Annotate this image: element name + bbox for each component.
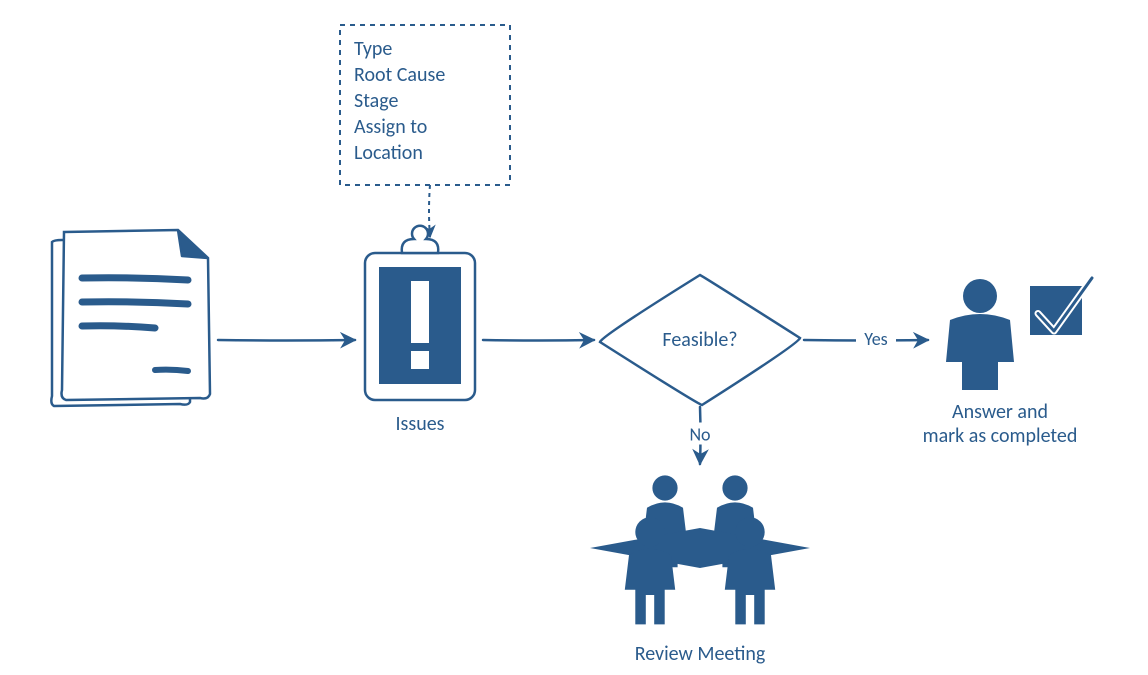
checkmark-icon [1030, 278, 1092, 335]
decision-label: Feasible? [662, 328, 737, 352]
review-meeting-icon [590, 475, 810, 624]
arrow-doc-issues [218, 340, 355, 341]
issues-icon [365, 226, 475, 400]
answer-label-1: Answer and [952, 400, 1048, 424]
annotation-line: Location [354, 141, 423, 165]
person-icon [946, 279, 1014, 390]
annotation-connector [429, 185, 430, 237]
edge-label-no: No [689, 424, 710, 446]
annotation-line: Root Cause [354, 63, 445, 87]
answer-label-2: mark as completed [923, 424, 1078, 448]
edge-label-yes: Yes [864, 328, 887, 350]
review-meeting-label: Review Meeting [635, 642, 766, 666]
flowchart-diagram: TypeRoot CauseStageAssign toLocation Issu… [0, 0, 1148, 675]
document-icon [51, 230, 210, 406]
issues-label: Issues [396, 412, 445, 436]
decision-diamond: Feasible? [600, 275, 800, 405]
annotation-box: TypeRoot CauseStageAssign toLocation [340, 25, 510, 185]
annotation-line: Assign to [354, 115, 427, 139]
annotation-line: Stage [354, 89, 398, 113]
annotation-line: Type [354, 37, 392, 61]
arrow-issues-decision [483, 340, 594, 341]
